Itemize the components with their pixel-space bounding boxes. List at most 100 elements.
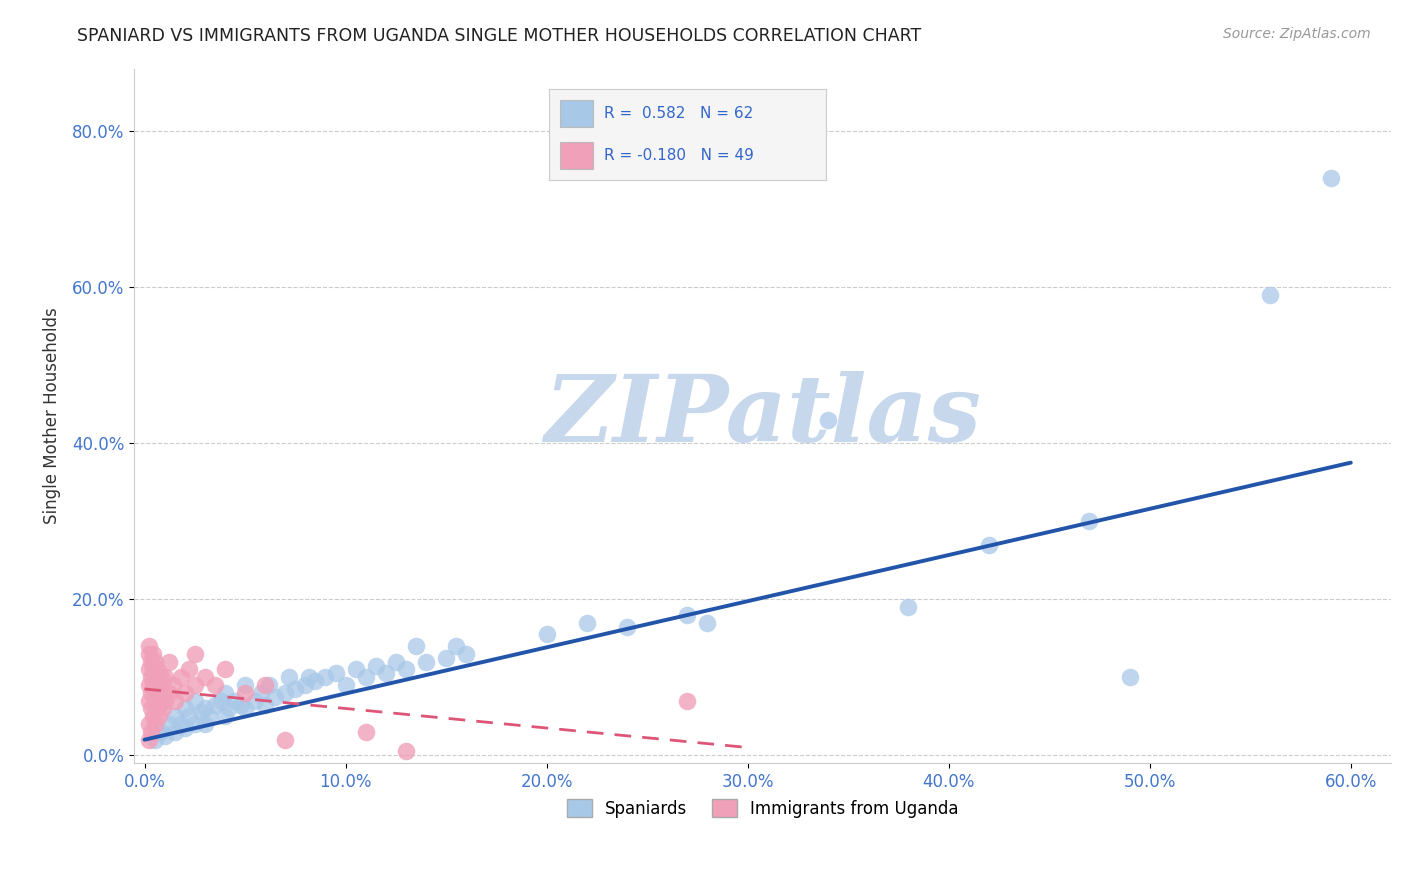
Point — [676, 607, 699, 622]
Point — [395, 744, 418, 758]
Point — [274, 732, 297, 747]
Point — [153, 670, 176, 684]
Point — [138, 647, 160, 661]
Point — [138, 694, 160, 708]
Point — [456, 647, 478, 661]
Point — [163, 694, 186, 708]
Point — [254, 678, 277, 692]
Point — [141, 678, 163, 692]
Y-axis label: Single Mother Households: Single Mother Households — [44, 308, 60, 524]
Point — [163, 709, 186, 723]
Point — [138, 732, 160, 747]
Point — [209, 694, 232, 708]
Point — [153, 729, 176, 743]
Point — [149, 725, 172, 739]
Point — [145, 663, 167, 677]
Point — [141, 647, 163, 661]
Point — [696, 615, 718, 630]
Point — [274, 686, 297, 700]
Point — [149, 670, 172, 684]
Point — [395, 663, 418, 677]
Point — [1078, 514, 1101, 528]
Point — [284, 681, 307, 696]
Point — [148, 678, 170, 692]
Point — [198, 709, 221, 723]
Point — [354, 725, 377, 739]
Point — [143, 732, 166, 747]
Point — [224, 694, 246, 708]
Point — [173, 686, 195, 700]
Point — [278, 670, 301, 684]
Point — [152, 686, 174, 700]
Point — [184, 717, 207, 731]
Point — [385, 655, 408, 669]
Point — [162, 678, 184, 692]
Point — [575, 615, 598, 630]
Point — [138, 717, 160, 731]
Point — [233, 678, 256, 692]
Point — [294, 678, 316, 692]
Point — [138, 678, 160, 692]
Point — [335, 678, 357, 692]
Point — [145, 686, 167, 700]
Point — [177, 663, 200, 677]
Point — [190, 706, 212, 720]
Point — [444, 639, 467, 653]
Point — [616, 619, 638, 633]
Point — [184, 647, 207, 661]
Point — [194, 670, 217, 684]
Point — [1260, 288, 1282, 302]
Point — [817, 413, 839, 427]
Point — [173, 701, 195, 715]
Point — [298, 670, 321, 684]
Point — [364, 658, 387, 673]
Point — [139, 701, 162, 715]
Point — [149, 694, 172, 708]
Point — [177, 709, 200, 723]
Point — [170, 717, 193, 731]
Point — [194, 701, 217, 715]
Point — [173, 721, 195, 735]
Text: ZIPatlas: ZIPatlas — [544, 371, 981, 461]
Point — [145, 701, 167, 715]
Point — [304, 674, 326, 689]
Point — [415, 655, 437, 669]
Point — [184, 678, 207, 692]
Point — [214, 709, 236, 723]
Point — [143, 670, 166, 684]
Point — [233, 701, 256, 715]
Point — [141, 709, 163, 723]
Point — [157, 655, 180, 669]
Point — [157, 717, 180, 731]
Point — [204, 698, 226, 712]
Point — [214, 663, 236, 677]
Point — [243, 694, 266, 708]
Point — [233, 686, 256, 700]
Point — [138, 639, 160, 653]
Point — [143, 717, 166, 731]
Point — [148, 709, 170, 723]
Point — [139, 725, 162, 739]
Point — [314, 670, 336, 684]
Point — [204, 678, 226, 692]
Point — [254, 698, 277, 712]
Point — [229, 698, 252, 712]
Point — [1118, 670, 1140, 684]
Point — [157, 686, 180, 700]
Point — [163, 725, 186, 739]
Point — [194, 717, 217, 731]
Text: SPANIARD VS IMMIGRANTS FROM UGANDA SINGLE MOTHER HOUSEHOLDS CORRELATION CHART: SPANIARD VS IMMIGRANTS FROM UGANDA SINGL… — [77, 27, 921, 45]
Point — [250, 686, 273, 700]
Point — [153, 694, 176, 708]
Point — [139, 670, 162, 684]
Point — [184, 694, 207, 708]
Point — [170, 670, 193, 684]
Point — [1319, 170, 1341, 185]
Point — [152, 701, 174, 715]
Point — [257, 678, 280, 692]
Point — [139, 655, 162, 669]
Point — [354, 670, 377, 684]
Point — [374, 666, 396, 681]
Point — [405, 639, 427, 653]
Point — [139, 686, 162, 700]
